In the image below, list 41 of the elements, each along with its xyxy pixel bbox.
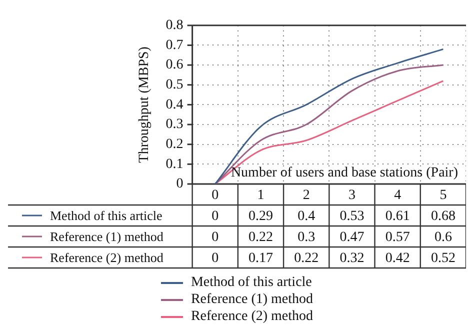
x-tick-label: 5 (440, 188, 447, 204)
y-tick-label: 0.5 (166, 78, 184, 93)
x-tick-label: 3 (348, 188, 356, 204)
legend-label: Method of this article (50, 208, 163, 223)
x-tick-label: 4 (394, 188, 402, 204)
text: Reference (1) method (190, 292, 314, 307)
data-label: 0.68 (430, 209, 456, 224)
y-axis-title: Throughput (MBPS) (137, 46, 152, 163)
legend-label: Reference (2) method (50, 250, 164, 265)
data-label: 0.29 (248, 209, 273, 224)
legend-label: Reference (1) method (50, 228, 164, 244)
data-label: 0.22 (248, 230, 273, 246)
data-label: 0.22 (294, 251, 319, 266)
y-tick-label: 0.7 (166, 38, 184, 53)
data-label: 0.42 (385, 251, 410, 266)
data-label: 0 (212, 251, 219, 266)
y-tick-label: 0.3 (166, 117, 184, 132)
data-label: 0 (212, 230, 219, 246)
x-axis-title: Number of users and base stations (Pair) (230, 166, 458, 181)
y-tick-label: 0.2 (166, 137, 184, 152)
y-tick-label: 0.1 (166, 156, 184, 172)
data-label: 0.3 (298, 230, 316, 246)
x-tick-label: 2 (302, 188, 310, 204)
data-label: 0.6 (434, 230, 452, 246)
y-tick-label: 0.8 (166, 18, 184, 34)
data-label: 0.47 (340, 230, 364, 246)
data-label: 0.61 (385, 209, 410, 224)
x-tick-label: 1 (257, 188, 264, 204)
y-tick-label: 0.6 (166, 58, 184, 73)
text: Method of this article (190, 275, 312, 290)
data-label: 0.17 (248, 251, 273, 266)
data-label: 0.53 (340, 209, 364, 224)
x-tick-label: 0 (212, 188, 219, 204)
data-label: 0.52 (430, 251, 456, 266)
y-tick-label: 0 (176, 176, 184, 192)
data-label: 0 (212, 209, 219, 224)
text: Reference (2) method (190, 309, 314, 324)
data-label: 0.4 (298, 209, 316, 224)
data-label: 0.57 (385, 230, 410, 246)
y-tick-label: 0.4 (166, 97, 184, 112)
data-label: 0.32 (340, 251, 364, 266)
